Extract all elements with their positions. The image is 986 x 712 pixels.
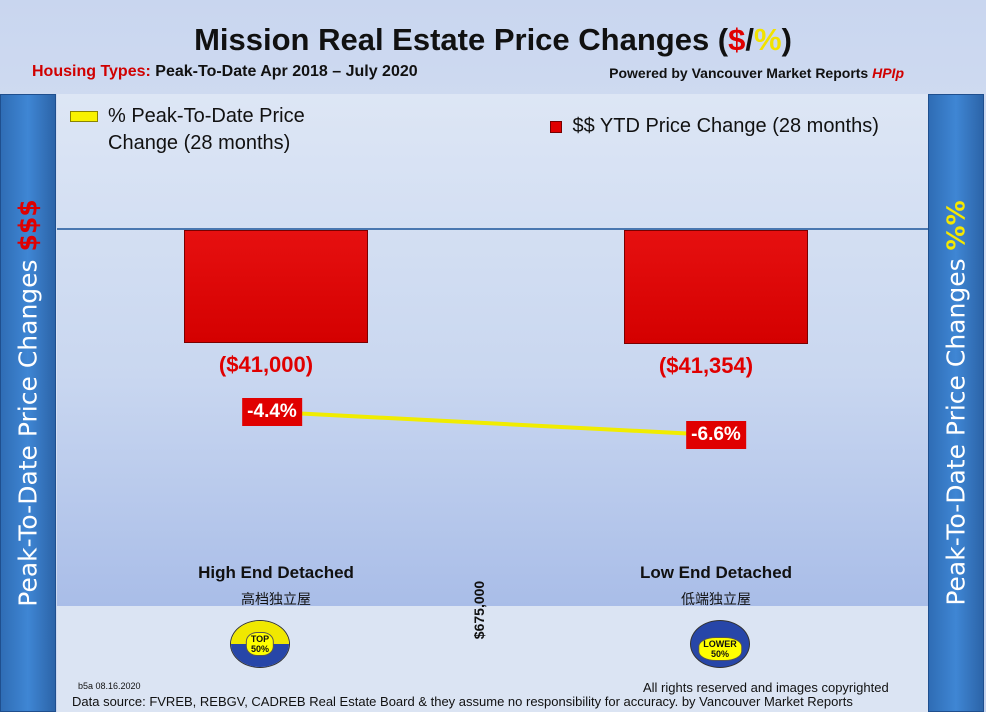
title-percent: % [754,22,782,57]
category-high-end: High End Detached 高档独立屋 [198,563,354,609]
bar-label-high-end: ($41,000) [218,352,314,377]
category-label: Low End Detached [639,563,793,582]
legend-dollar: $$ YTD Price Change (28 months) [550,115,879,138]
category-label-zh: 低端独立屋 [680,591,751,607]
left-axis-label: Peak-To-Date Price Changes [13,259,43,607]
legend-dollar-label: $$ YTD Price Change (28 months) [572,115,879,137]
lower-50-badge-label: LOWER 50% [698,636,742,661]
badge-top-text: TOP [250,634,270,644]
plot-area [57,94,928,606]
data-source: Data source: FVREB, REBGV, CADREB Real E… [72,694,853,709]
powered-by: Powered by Vancouver Market Reports HPIp [609,65,904,81]
legend-pct-label: % Peak-To-Date Price Change (28 months) [108,105,305,154]
title-dollar: $ [728,22,746,57]
version-stamp: b5a 08.16.2020 [78,681,141,691]
title-close: ) [781,22,792,57]
badge-lower-percent: 50% [710,648,729,659]
top-50-badge: TOP 50% [230,620,290,668]
title-slash: / [745,22,755,57]
right-axis-label: Peak-To-Date Price Changes [941,258,971,606]
rights-notice: All rights reserved and images copyright… [643,680,889,695]
subtitle-period: Peak-To-Date Apr 2018 – July 2020 [155,63,418,80]
powered-by-text: Powered by Vancouver Market Reports [609,65,869,81]
title-text: Mission Real Estate Price Changes ( [194,22,729,57]
category-label-zh: 高档独立屋 [240,591,311,607]
right-axis-title: Peak-To-Date Price Changes %% [942,200,971,605]
divider-price: $675,000 [471,580,487,640]
left-axis-panel: Peak-To-Date Price Changes $$$ [0,94,56,712]
subtitle: Housing Types: Peak-To-Date Apr 2018 – J… [32,63,418,81]
bar-high-end [184,230,368,343]
top-50-badge-label: TOP 50% [245,632,275,656]
left-axis-title: Peak-To-Date Price Changes $$$ [14,199,43,606]
bottom-band [57,606,928,712]
pct-label-high-end: -4.4% [242,398,302,426]
powered-by-brand: HPIp [872,65,904,81]
category-low-end: Low End Detached 低端独立屋 [640,563,792,609]
badge-lower-text: LOWER [703,638,737,649]
lower-50-badge: LOWER 50% [690,620,750,668]
chart-title: Mission Real Estate Price Changes ($/%) [0,22,986,58]
bar-label-low-end: ($41,354) [658,352,754,378]
left-axis-symbol: $$$ [13,199,43,252]
right-axis-panel: Peak-To-Date Price Changes %% [928,94,984,712]
pct-label-low-end: -6.6% [686,421,746,449]
legend-pct-swatch [70,111,98,122]
right-axis-symbol: %% [941,200,971,251]
subtitle-prefix: Housing Types: [32,63,151,80]
legend-dollar-swatch [550,120,562,133]
bar-low-end [624,230,808,344]
badge-top-percent: 50% [250,644,269,654]
category-label: High End Detached [198,563,354,582]
